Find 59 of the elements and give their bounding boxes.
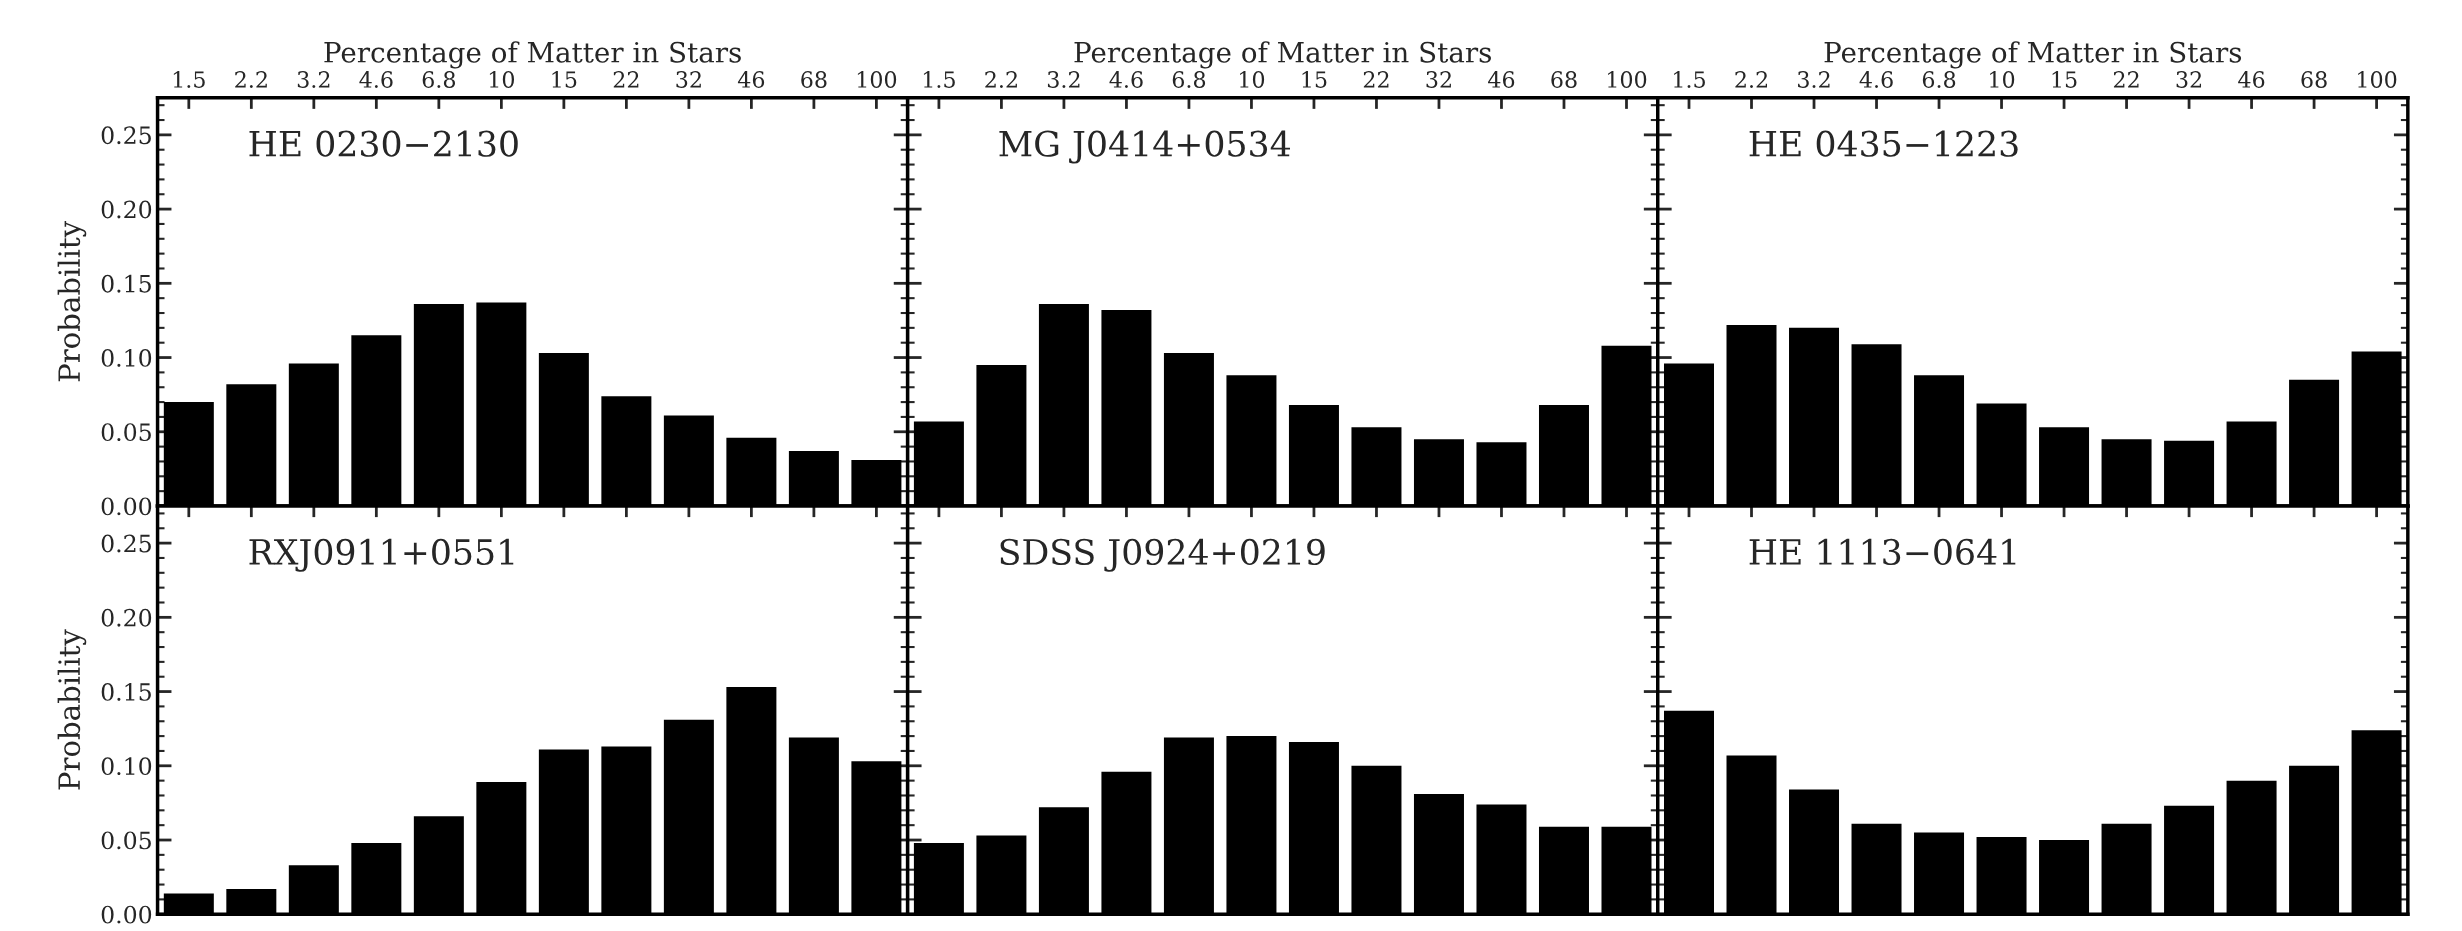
y-tick-label: 0.10	[101, 757, 152, 776]
x-tick-label: 1.5	[173, 71, 205, 88]
x-tick-label: 32	[1426, 71, 1451, 88]
x-tick-label: 6.8	[1922, 71, 1956, 88]
x-tick-label: 46	[1488, 71, 1515, 88]
annotation: HE 0230−2130	[249, 130, 518, 157]
x-tick-label: 32	[2176, 71, 2202, 88]
y-tick-label: 0.00	[101, 905, 152, 924]
annotation: SDSS J0924+0219	[1000, 538, 1325, 572]
x-tick-label: 1.5	[1674, 71, 1705, 88]
x-axis-title: Percentage of Matter in Stars	[324, 41, 741, 69]
x-tick-label: 68	[2301, 71, 2327, 88]
y-tick-label: 0.05	[101, 423, 151, 442]
x-tick-label: 2.2	[985, 71, 1017, 88]
x-tick-label: 4.6	[359, 71, 393, 88]
x-tick-label: 100	[857, 71, 897, 88]
x-tick-label: 6.8	[422, 71, 456, 88]
x-tick-label: 10	[489, 71, 515, 88]
annotation: HE 0435−1223	[1749, 130, 2018, 157]
annotation: HE 1113−0641	[1749, 538, 2016, 566]
x-tick-label: 15	[2052, 71, 2077, 88]
x-tick-label: 2.2	[1735, 71, 1767, 88]
y-tick-label: 0.05	[101, 831, 151, 850]
x-tick-label: 15	[1302, 71, 1327, 88]
y-tick-label: 0.10	[101, 348, 152, 367]
x-tick-label: 10	[1240, 71, 1265, 88]
x-axis-title: Percentage of Matter in Stars	[1824, 41, 2242, 69]
x-tick-label: 10	[1990, 71, 2015, 88]
y-tick-label: 0.25	[101, 534, 151, 553]
x-tick-label: 68	[1551, 71, 1577, 88]
y-tick-label: 0.20	[101, 608, 152, 627]
x-tick-label: 3.2	[297, 71, 330, 88]
y-axis-title: Probability	[57, 220, 87, 382]
y-tick-label: 0.15	[101, 683, 151, 701]
x-tick-label: 2.2	[235, 71, 267, 88]
x-tick-label: 3.2	[1047, 71, 1080, 88]
y-tick-label: 0.25	[101, 126, 151, 145]
x-tick-label: 22	[2113, 71, 2139, 88]
x-tick-label: 46	[2238, 71, 2265, 88]
x-tick-label: 15	[552, 71, 577, 88]
x-tick-label: 46	[737, 71, 765, 88]
x-tick-label: 3.2	[1798, 71, 1830, 88]
y-tick-label: 0.00	[101, 497, 152, 516]
x-tick-label: 22	[1363, 71, 1389, 88]
x-tick-label: 4.6	[1109, 71, 1143, 88]
y-tick-label: 0.20	[101, 200, 152, 219]
x-tick-label: 100	[1608, 71, 1647, 88]
y-axis-title: Probability	[57, 629, 87, 790]
y-tick-label: 0.15	[101, 274, 151, 293]
x-tick-label: 100	[2358, 71, 2397, 88]
annotation: RXJ0911+0551	[249, 538, 514, 572]
x-tick-label: 22	[613, 71, 639, 88]
x-tick-label: 4.6	[1859, 71, 1893, 88]
x-tick-label: 32	[676, 71, 701, 88]
x-tick-label: 68	[801, 71, 827, 88]
x-tick-label: 6.8	[1172, 71, 1206, 88]
annotation: MG J0414+0534	[999, 130, 1290, 164]
x-axis-title: Percentage of Matter in Stars	[1074, 41, 1491, 69]
x-tick-label: 1.5	[923, 71, 955, 88]
